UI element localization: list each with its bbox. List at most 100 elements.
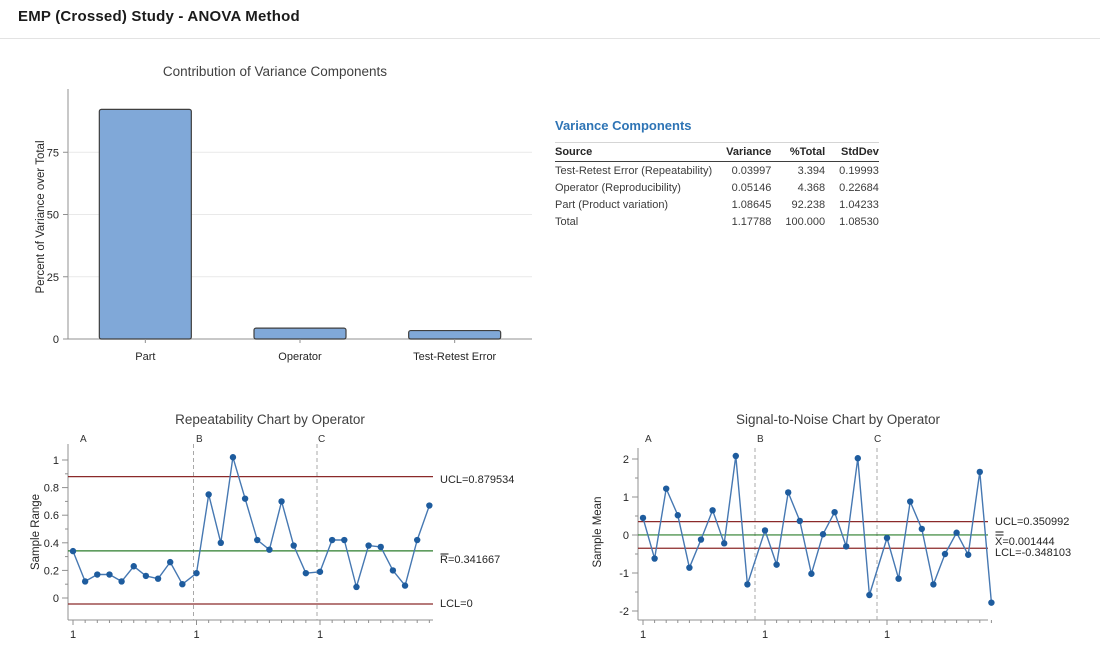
table-cell: 1.17788 xyxy=(712,213,771,230)
data-point xyxy=(831,509,837,515)
y-tick-label: 0 xyxy=(53,334,59,346)
variance-table-head: SourceVariance%TotalStdDev xyxy=(555,143,879,162)
y-tick-label: 50 xyxy=(47,210,59,222)
contribution-of-variance-chart: Contribution of Variance Components Perce… xyxy=(30,52,545,392)
bar xyxy=(99,109,191,339)
data-point xyxy=(291,542,297,548)
x-tick-label: 1 xyxy=(884,629,890,641)
table-cell: 0.22684 xyxy=(825,179,879,196)
contribution-chart-svg: Contribution of Variance Components Perce… xyxy=(30,52,545,392)
data-point xyxy=(663,485,669,491)
chart-title: Contribution of Variance Components xyxy=(163,64,387,79)
data-point xyxy=(744,581,750,587)
y-tick-label: 1 xyxy=(53,455,59,467)
table-cell: 100.000 xyxy=(771,213,825,230)
limit-label: LCL=0 xyxy=(440,598,473,610)
data-point xyxy=(942,551,948,557)
variance-table-body: Test-Retest Error (Repeatability)0.03997… xyxy=(555,162,879,231)
column-header: StdDev xyxy=(825,143,879,162)
signal-to-noise-chart: Signal-to-Noise Chart by Operator Sample … xyxy=(585,408,1100,652)
x-tick-label: Part xyxy=(135,351,155,363)
bar xyxy=(254,328,346,339)
limit-label: LCL=-0.348103 xyxy=(995,547,1071,559)
data-point xyxy=(640,515,646,521)
data-point xyxy=(94,571,100,577)
section-label: C xyxy=(318,434,325,445)
header-divider xyxy=(0,38,1100,39)
data-point xyxy=(143,573,149,579)
table-cell: 92.238 xyxy=(771,196,825,213)
data-point xyxy=(303,570,309,576)
y-tick-label: 0 xyxy=(53,593,59,605)
y-tick-label: -2 xyxy=(619,606,629,618)
y-tick-label: 0.8 xyxy=(44,483,59,495)
table-row: Operator (Reproducibility)0.051464.3680.… xyxy=(555,179,879,196)
data-point xyxy=(365,542,371,548)
data-point xyxy=(733,453,739,459)
chart-title: Repeatability Chart by Operator xyxy=(175,412,365,427)
x-tick-label: 1 xyxy=(762,629,768,641)
y-tick-label: 0.6 xyxy=(44,510,59,522)
table-row: Test-Retest Error (Repeatability)0.03997… xyxy=(555,162,879,180)
y-tick-label: 0.4 xyxy=(44,538,59,550)
chart-title: Signal-to-Noise Chart by Operator xyxy=(736,412,941,427)
data-point xyxy=(218,540,224,546)
data-point xyxy=(155,575,161,581)
data-point xyxy=(317,569,323,575)
variance-components-table: SourceVariance%TotalStdDev Test-Retest E… xyxy=(555,142,879,230)
data-point xyxy=(785,489,791,495)
data-point xyxy=(242,495,248,501)
table-cell: 1.08530 xyxy=(825,213,879,230)
data-point xyxy=(843,543,849,549)
bar xyxy=(409,331,501,339)
table-cell: Part (Product variation) xyxy=(555,196,712,213)
y-tick-label: 25 xyxy=(47,272,59,284)
data-point xyxy=(167,559,173,565)
data-point xyxy=(709,507,715,513)
data-point xyxy=(895,576,901,582)
data-point xyxy=(884,535,890,541)
y-axis-label: Percent of Variance over Total xyxy=(35,141,47,294)
data-point xyxy=(855,455,861,461)
table-cell: Test-Retest Error (Repeatability) xyxy=(555,162,712,180)
data-point xyxy=(278,498,284,504)
y-tick-label: 0 xyxy=(623,530,629,542)
data-point xyxy=(651,555,657,561)
table-cell: 0.19993 xyxy=(825,162,879,180)
data-point xyxy=(205,491,211,497)
limit-label: R=0.341667 xyxy=(440,554,500,566)
section-label: B xyxy=(196,434,203,445)
y-axis-label: Sample Range xyxy=(30,494,42,570)
data-point xyxy=(118,578,124,584)
table-cell: 0.03997 xyxy=(712,162,771,180)
x-tick-label: Test-Retest Error xyxy=(413,351,496,363)
variance-components-heading: Variance Components xyxy=(555,118,855,133)
y-tick-label: 0.2 xyxy=(44,565,59,577)
table-cell: Total xyxy=(555,213,712,230)
table-row: Part (Product variation)1.0864592.2381.0… xyxy=(555,196,879,213)
data-point xyxy=(866,592,872,598)
data-point xyxy=(266,547,272,553)
data-point xyxy=(179,581,185,587)
data-point xyxy=(930,581,936,587)
section-label: B xyxy=(757,434,764,445)
column-header: %Total xyxy=(771,143,825,162)
data-point xyxy=(675,512,681,518)
y-axis-label: Sample Mean xyxy=(592,497,604,568)
limit-label: UCL=0.879534 xyxy=(440,474,514,486)
column-header: Variance xyxy=(712,143,771,162)
variance-components-panel: Variance Components SourceVariance%Total… xyxy=(555,118,855,230)
y-tick-label: 1 xyxy=(623,492,629,504)
repeatability-chart-svg: Repeatability Chart by Operator Sample Ra… xyxy=(25,408,573,652)
data-point xyxy=(907,498,913,504)
y-tick-label: 2 xyxy=(623,454,629,466)
table-cell: 4.368 xyxy=(771,179,825,196)
data-point xyxy=(402,582,408,588)
data-point xyxy=(70,548,76,554)
data-point xyxy=(329,537,335,543)
data-point xyxy=(698,536,704,542)
limit-label: UCL=0.350992 xyxy=(995,516,1069,528)
data-point xyxy=(686,564,692,570)
data-point xyxy=(353,584,359,590)
data-point xyxy=(965,552,971,558)
